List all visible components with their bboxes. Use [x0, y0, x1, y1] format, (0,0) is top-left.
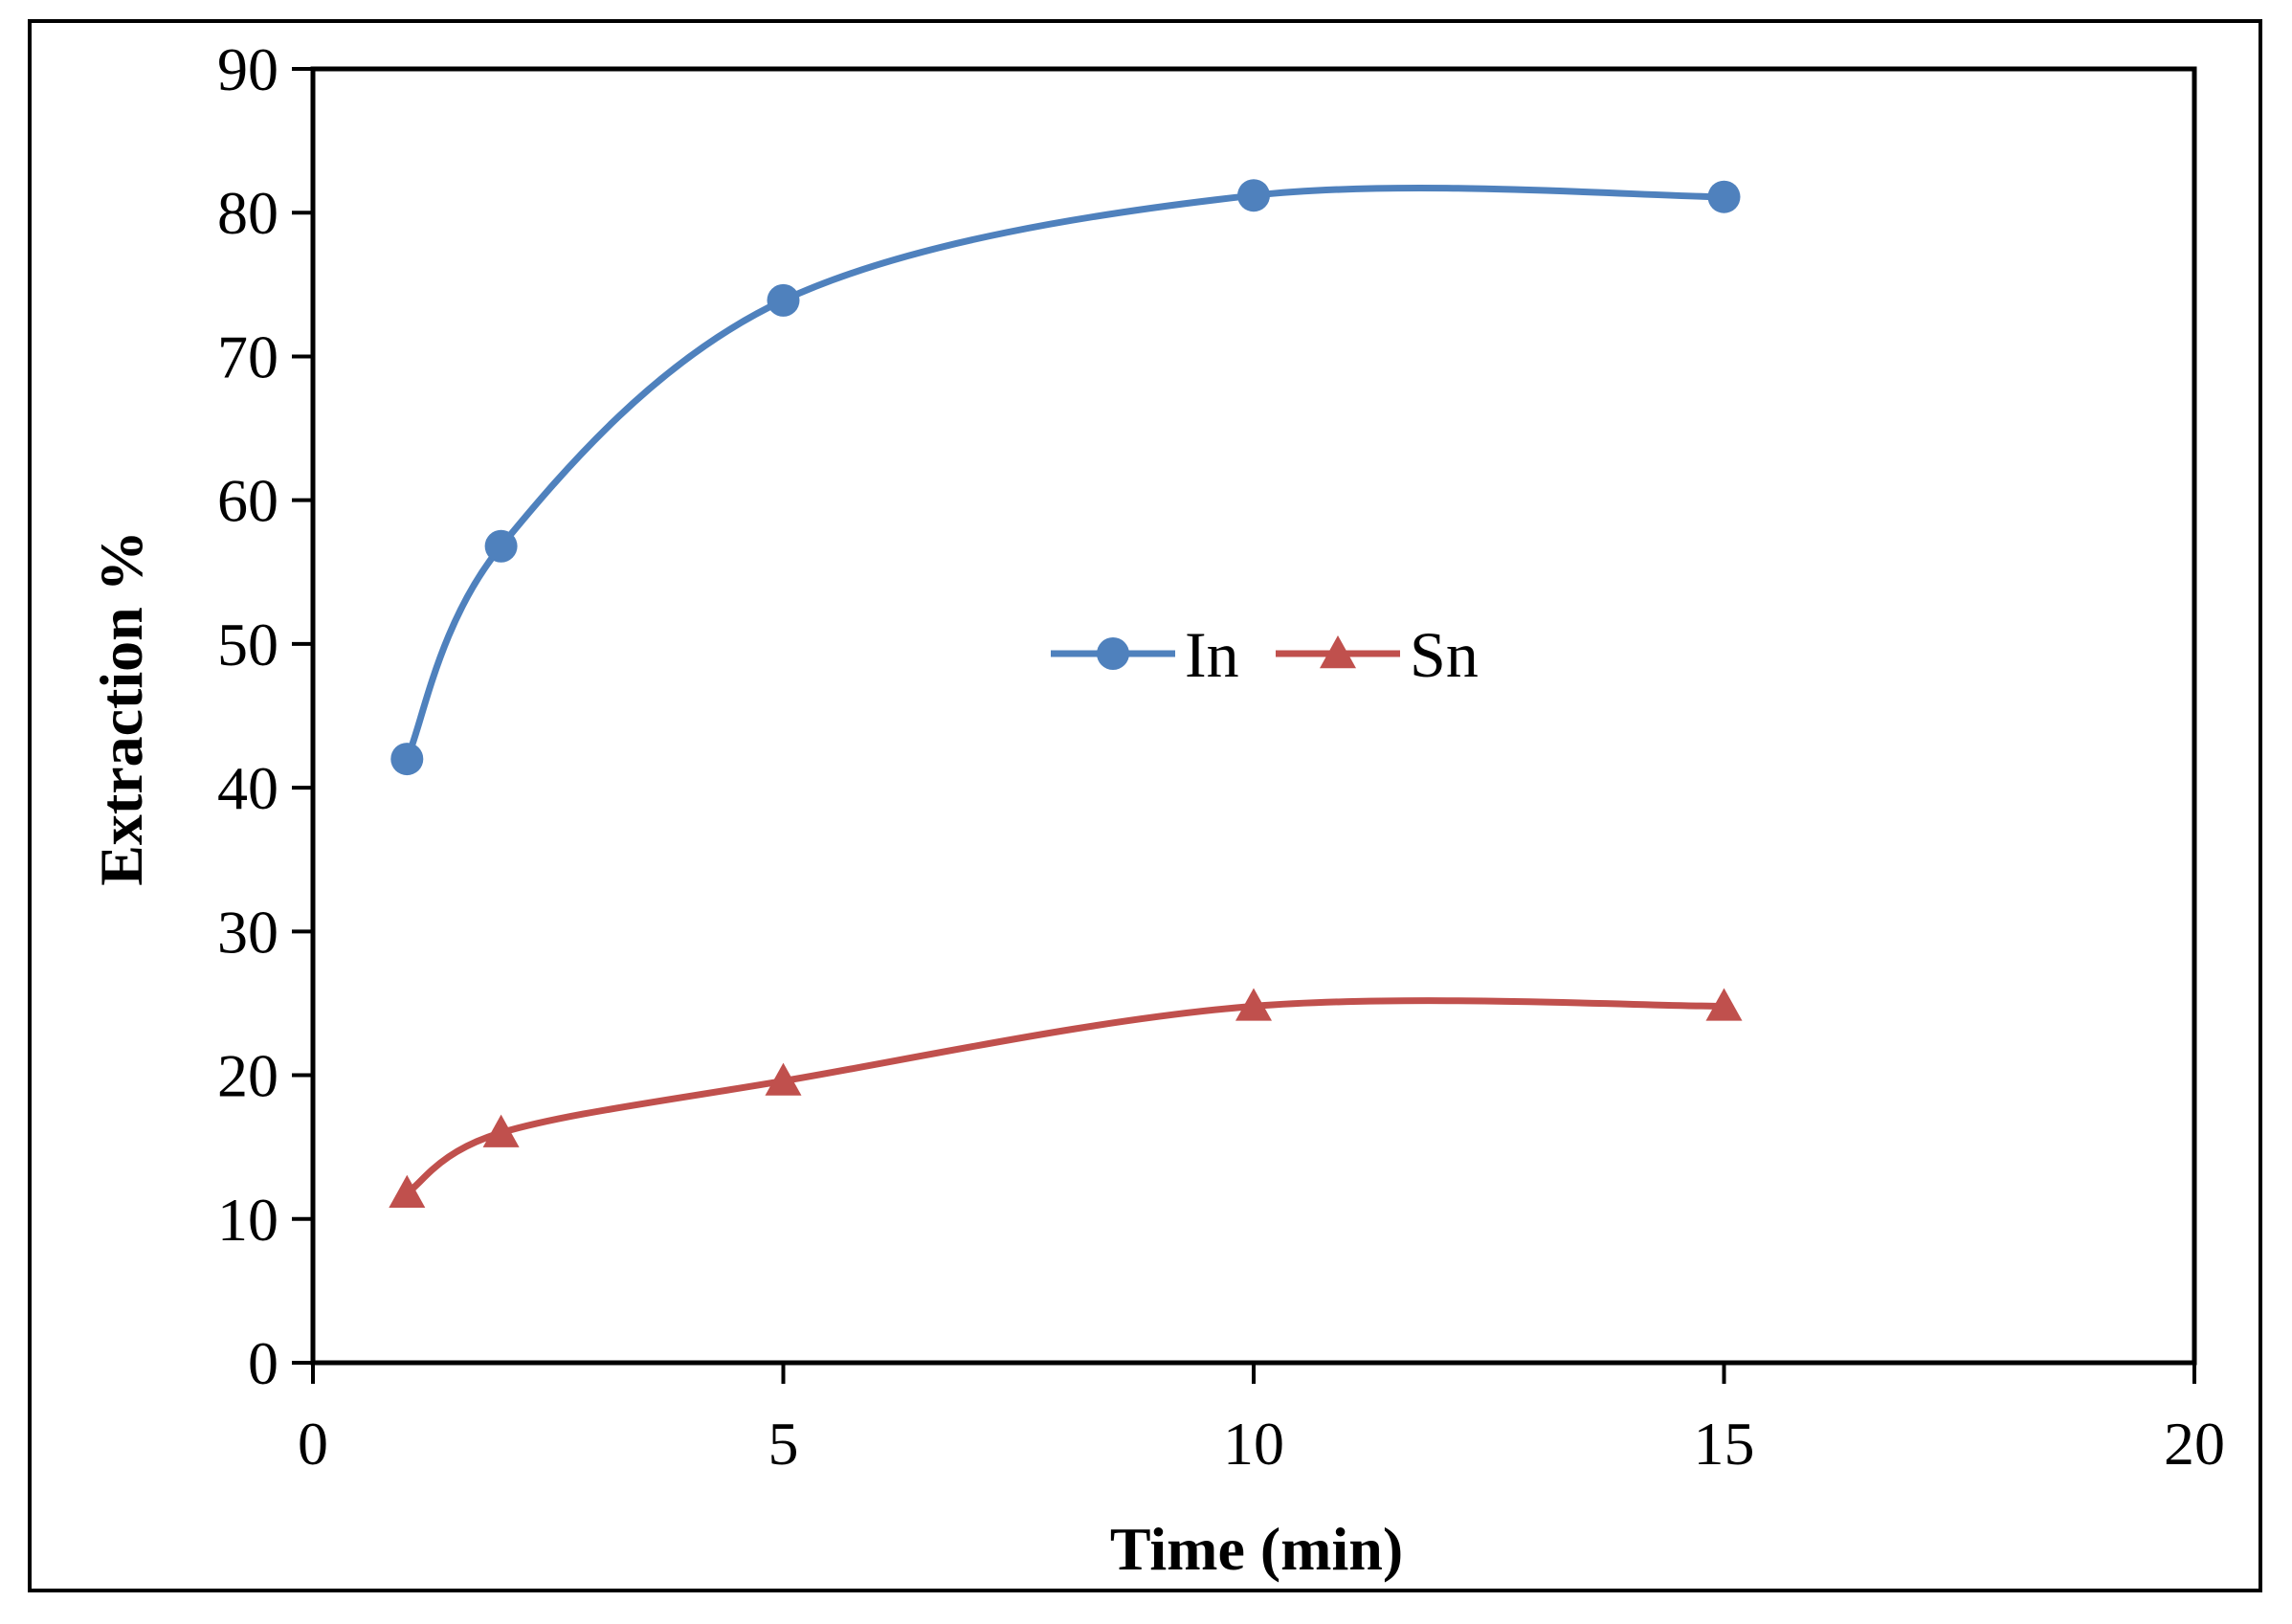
legend-label-in: In — [1185, 618, 1239, 691]
y-tick-label: 0 — [248, 1329, 278, 1397]
y-axis-title: Extraction % — [87, 530, 155, 886]
y-tick-label: 70 — [217, 323, 278, 390]
legend-marker-in — [1097, 637, 1129, 670]
x-tick-label: 10 — [1223, 1410, 1284, 1478]
data-point-sn — [1235, 988, 1272, 1021]
x-tick-label: 20 — [2164, 1410, 2225, 1478]
y-tick-label: 30 — [217, 898, 278, 966]
plot-area-border — [310, 66, 2197, 1366]
x-tick-label: 0 — [298, 1410, 328, 1478]
y-tick-label: 80 — [217, 179, 278, 247]
data-point-sn — [482, 1114, 520, 1147]
data-point-sn — [389, 1174, 426, 1208]
data-point-in — [484, 529, 518, 563]
x-tick-label: 5 — [768, 1410, 799, 1478]
y-tick-label: 20 — [217, 1042, 278, 1110]
series-line-in — [403, 185, 1727, 763]
x-axis-title: Time (min) — [1110, 1515, 1403, 1583]
y-tick-label: 90 — [217, 35, 278, 103]
y-tick-label: 10 — [217, 1186, 278, 1254]
chart-frame — [28, 19, 2262, 1592]
data-point-sn — [765, 1062, 802, 1096]
y-tick-label: 40 — [217, 754, 278, 822]
data-point-in — [767, 283, 800, 317]
data-point-sn — [1705, 988, 1743, 1021]
y-tick-label: 60 — [217, 467, 278, 535]
data-point-in — [390, 743, 424, 776]
legend-label-sn: Sn — [1410, 618, 1479, 691]
data-point-in — [1237, 179, 1270, 212]
legend-marker-sn — [1320, 635, 1356, 669]
series-line-sn — [403, 997, 1727, 1197]
data-point-in — [1707, 180, 1741, 213]
x-tick-label: 15 — [1694, 1410, 1755, 1478]
y-tick-label: 50 — [217, 611, 278, 679]
